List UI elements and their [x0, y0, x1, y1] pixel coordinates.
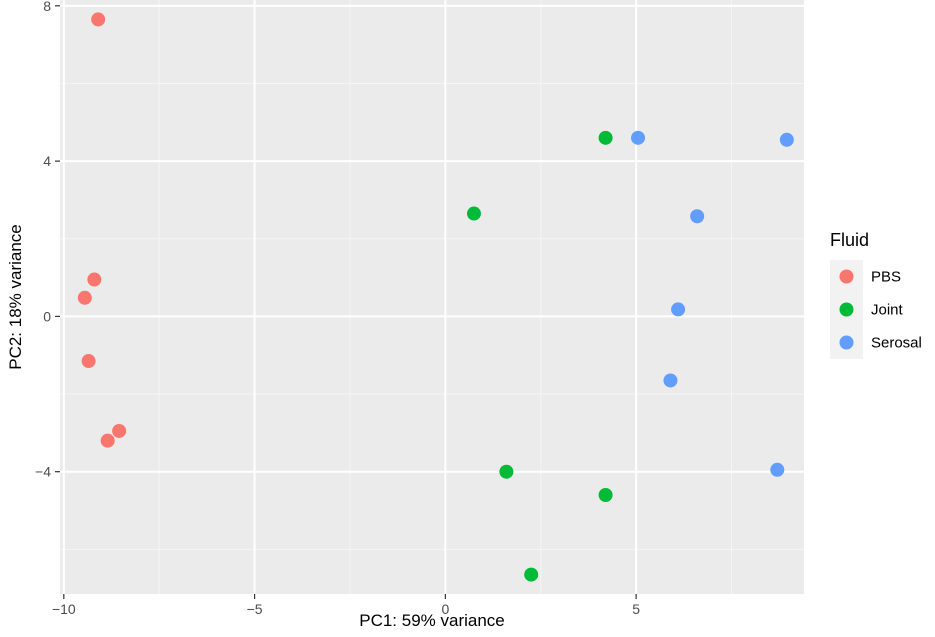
y-tick-label: −4 — [35, 464, 51, 480]
y-axis-title: PC2: 18% variance — [6, 224, 25, 370]
x-axis-title: PC1: 59% variance — [359, 611, 505, 630]
plot-panel — [60, 0, 804, 594]
x-tick-label: −5 — [247, 601, 263, 617]
y-tick-label: 8 — [43, 0, 51, 14]
point-pbs — [112, 423, 127, 438]
point-joint — [598, 130, 613, 145]
point-serosal — [770, 462, 785, 477]
legend-label-joint: Joint — [871, 302, 904, 319]
point-pbs — [77, 290, 92, 305]
x-tick-label: −10 — [52, 601, 76, 617]
legend: Fluid PBS Joint Serosal — [830, 230, 922, 359]
point-serosal — [671, 302, 686, 317]
y-tick-label: 4 — [43, 153, 51, 169]
y-tick-label: 0 — [43, 308, 51, 324]
legend-title: Fluid — [830, 230, 869, 250]
legend-label-pbs: PBS — [871, 269, 901, 286]
legend-key-joint — [839, 302, 854, 317]
point-joint — [466, 206, 481, 221]
point-serosal — [779, 132, 794, 147]
point-pbs — [91, 12, 106, 27]
axis-ticks: −10 −5 0 5 8 4 0 −4 — [35, 0, 640, 617]
point-pbs — [81, 354, 96, 369]
legend-label-serosal: Serosal — [871, 335, 922, 352]
point-serosal — [663, 373, 678, 388]
x-tick-label: 0 — [441, 601, 449, 617]
point-serosal — [631, 130, 646, 145]
data-points — [77, 12, 794, 582]
point-pbs — [100, 433, 115, 448]
point-joint — [499, 464, 514, 479]
grid-lines — [60, 0, 804, 594]
point-joint — [598, 488, 613, 502]
legend-key-serosal — [839, 335, 854, 350]
legend-key-pbs — [839, 269, 854, 284]
x-tick-label: 5 — [632, 601, 640, 617]
point-joint — [524, 567, 539, 582]
point-pbs — [87, 272, 102, 287]
point-serosal — [690, 209, 705, 224]
